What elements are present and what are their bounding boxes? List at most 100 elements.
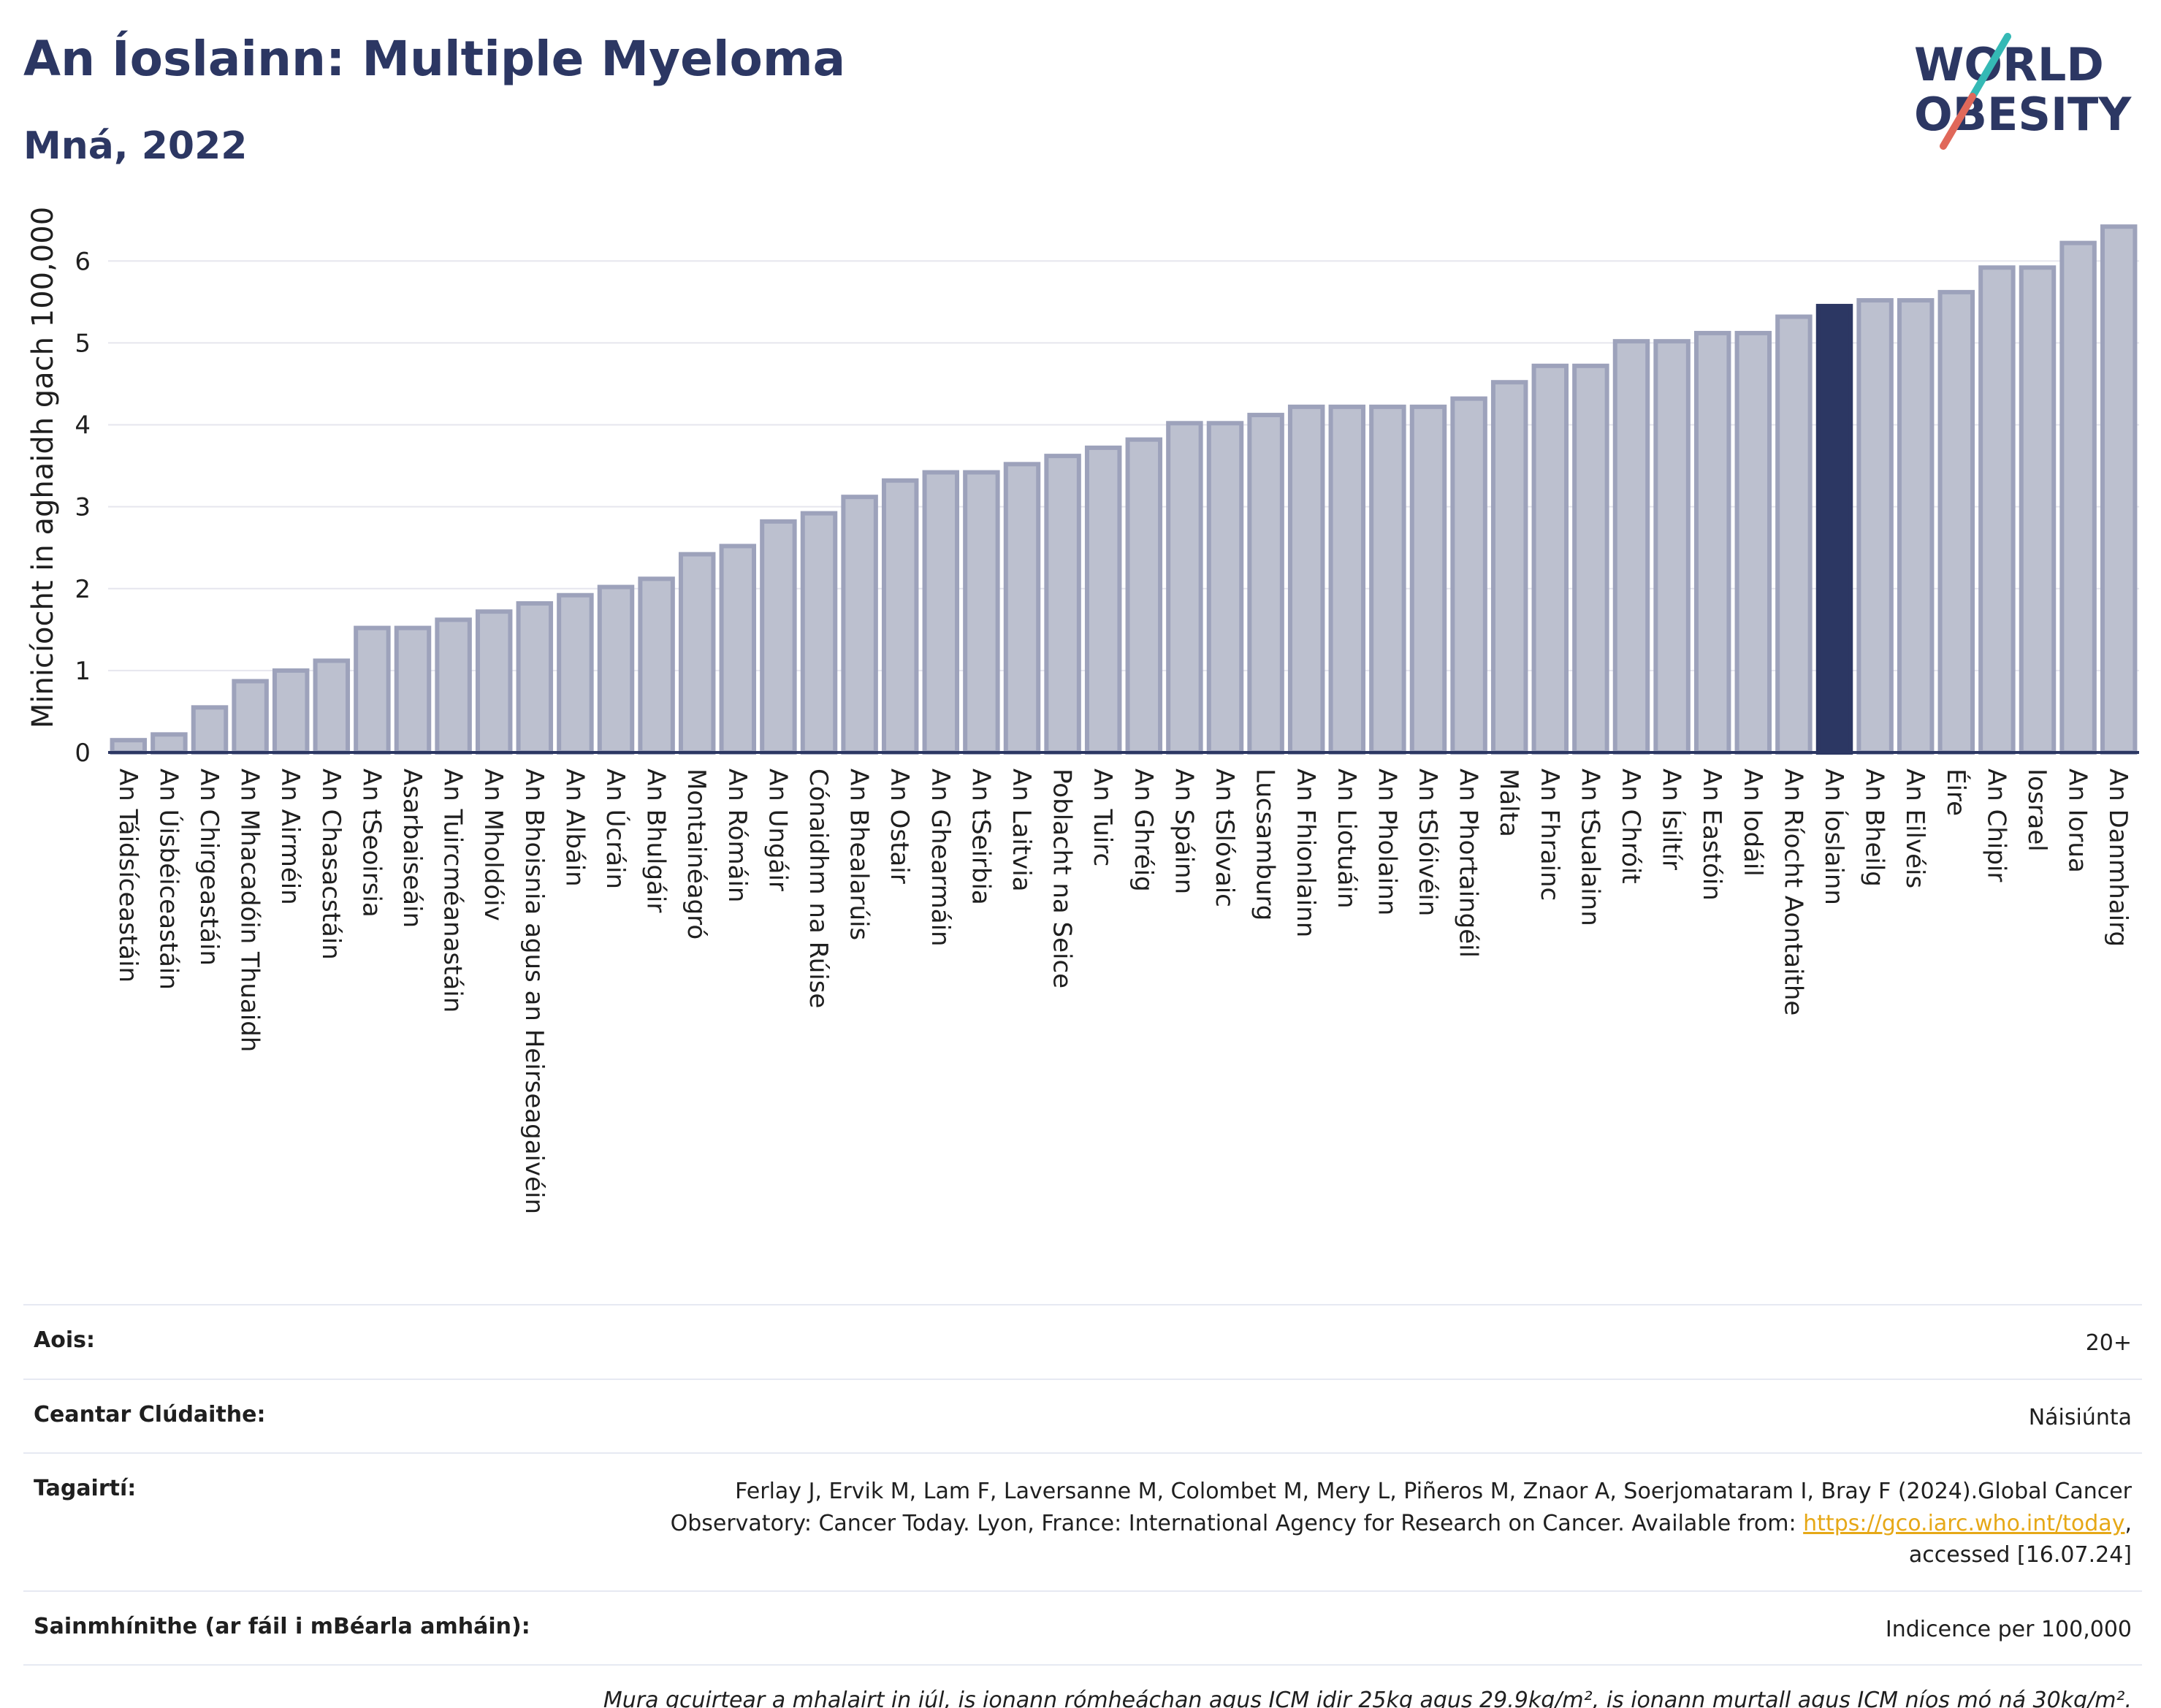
bar-38 <box>1653 339 1691 755</box>
bar-22 <box>1003 462 1041 755</box>
x-tick-label-0: An Táidsíceastáin <box>113 769 142 983</box>
bar-24 <box>1084 445 1122 755</box>
y-tick-label-5: 5 <box>75 329 91 358</box>
x-tick-label-14: Montainéagró <box>682 769 711 939</box>
x-tick-label-42: An Íoslainn <box>1819 769 1849 905</box>
bar-33 <box>1450 396 1487 755</box>
x-tick-label-22: An Laitvia <box>1007 769 1036 892</box>
bar-25 <box>1125 437 1163 755</box>
x-tick-label-36: An tSualainn <box>1575 769 1604 926</box>
x-tick-label-43: An Bheilg <box>1860 769 1889 887</box>
x-tick-label-41: An Ríocht Aontaithe <box>1778 769 1807 1015</box>
definitions-value: Indicence per 100,000 <box>1885 1616 2132 1642</box>
x-tick-label-19: An Ostair <box>885 769 914 884</box>
bar-13 <box>638 576 675 755</box>
references-text-4: accessed [16.07.24] <box>1908 1542 2132 1568</box>
bar-8 <box>435 617 472 755</box>
bar-48 <box>2059 240 2097 755</box>
bar-43 <box>1856 298 1894 755</box>
x-tick-label-25: An Ghréig <box>1129 769 1158 892</box>
info-table: Aois: 20+ Ceantar Clúdaithe: Náisiúnta T… <box>23 1304 2142 1708</box>
info-row-area: Ceantar Clúdaithe: Náisiúnta <box>23 1378 2142 1453</box>
bar-36 <box>1572 363 1609 755</box>
x-tick-label-9: An Mholdóiv <box>479 769 508 921</box>
x-tick-label-23: Poblacht na Seice <box>1048 769 1077 988</box>
bar-17 <box>800 511 838 755</box>
bar-46 <box>1978 265 2016 755</box>
y-tick-label-1: 1 <box>75 657 91 686</box>
info-row-age: Aois: 20+ <box>23 1304 2142 1379</box>
x-tick-label-26: An Spáinn <box>1169 769 1198 894</box>
x-tick-label-39: An Eastóin <box>1697 769 1726 901</box>
bar-27 <box>1206 421 1244 755</box>
world-obesity-logo: WORLD OBESITY <box>1914 33 2132 150</box>
bar-32 <box>1409 404 1447 755</box>
x-tick-label-5: An Chasacstáin <box>316 769 346 960</box>
bar-11 <box>557 592 594 755</box>
bar-23 <box>1044 454 1081 755</box>
bar-0 <box>110 738 148 755</box>
references-value: Ferlay J, Ervik M, Lam F, Laversanne M, … <box>671 1476 2132 1571</box>
age-value: 20+ <box>2085 1330 2132 1356</box>
bar-chart: 0 1 2 3 4 5 6 Minicíocht in aghaidh gach 100,00… <box>26 207 2139 1214</box>
y-tick-label-2: 2 <box>75 575 91 604</box>
x-tick-label-15: An Rómáin <box>723 769 752 902</box>
bar-44 <box>1897 298 1935 755</box>
x-tick-label-48: An Iorua <box>2063 769 2092 873</box>
area-label: Ceantar Clúdaithe: <box>34 1401 266 1427</box>
x-tick-label-47: Iosrael <box>2022 769 2051 852</box>
bar-4 <box>272 668 310 755</box>
bar-7 <box>394 625 432 755</box>
x-tick-label-20: An Ghearmáin <box>926 769 955 947</box>
x-tick-label-7: Asarbaiseáin <box>397 769 427 928</box>
bar-9 <box>475 609 513 755</box>
y-tick-label-4: 4 <box>75 411 91 441</box>
bar-30 <box>1328 404 1366 755</box>
bar-34 <box>1490 380 1528 755</box>
bar-6 <box>354 625 391 755</box>
x-tick-label-24: An Tuirc <box>1088 769 1117 866</box>
x-tick-label-45: Éire <box>1941 769 1971 816</box>
bar-5 <box>313 658 351 755</box>
x-tick-label-12: An Úcráin <box>601 769 630 889</box>
bar-35 <box>1531 363 1569 755</box>
bar-49 <box>2100 224 2138 755</box>
references-label: Tagairtí: <box>34 1476 137 1501</box>
x-tick-label-31: An Pholainn <box>1372 769 1401 915</box>
logo-line1: WORLD <box>1914 38 2104 91</box>
x-tick-label-1: An Úisbéiceastáin <box>153 769 183 990</box>
x-tick-label-11: An Albáin <box>560 769 589 887</box>
references-link[interactable]: https://gco.iarc.who.int/today <box>1803 1510 2125 1536</box>
bar-21 <box>963 470 1000 755</box>
info-row-references: Tagairtí: Ferlay J, Ervik M, Lam F, Lave… <box>23 1452 2142 1590</box>
bar-15 <box>719 544 757 755</box>
x-tick-label-16: An Ungáir <box>763 769 792 891</box>
x-tick-label-27: An tSlóvaic <box>1210 769 1239 907</box>
x-tick-label-18: An Bhealarúis <box>845 769 874 940</box>
bar-19 <box>881 478 919 755</box>
x-tick-label-33: An Phortaingéil <box>1454 769 1483 958</box>
chart-subtitle: Mná, 2022 <box>23 124 248 168</box>
x-tick-label-37: An Chróit <box>1616 769 1645 884</box>
x-tick-label-6: An tSeoirsia <box>357 769 386 918</box>
bar-12 <box>597 584 635 755</box>
info-row-note: Mura gcuirtear a mhalairt in iúl, is ion… <box>23 1664 2142 1708</box>
bar-14 <box>678 552 716 755</box>
bar-29 <box>1287 404 1325 755</box>
age-label: Aois: <box>34 1327 95 1353</box>
x-tick-label-49: An Danmhairg <box>2103 769 2133 947</box>
bar-20 <box>922 470 960 755</box>
x-tick-label-2: An Chirgeastáin <box>194 769 224 966</box>
area-value: Náisiúnta <box>2028 1404 2132 1430</box>
x-tick-label-13: An Bhulgáir <box>641 769 671 912</box>
x-tick-label-28: Lucsamburg <box>1251 769 1280 920</box>
x-tick-label-34: Málta <box>1494 769 1523 837</box>
bar-2 <box>191 705 229 755</box>
bar-16 <box>760 519 797 755</box>
x-tick-label-4: An Airméin <box>275 769 305 905</box>
y-axis-label: Minicíocht in aghaidh gach 100,000 <box>26 207 60 728</box>
x-tick-label-29: An Fhionlainn <box>1291 769 1320 937</box>
bar-39 <box>1693 330 1731 755</box>
bar-1 <box>150 732 188 755</box>
bar-26 <box>1166 421 1203 755</box>
